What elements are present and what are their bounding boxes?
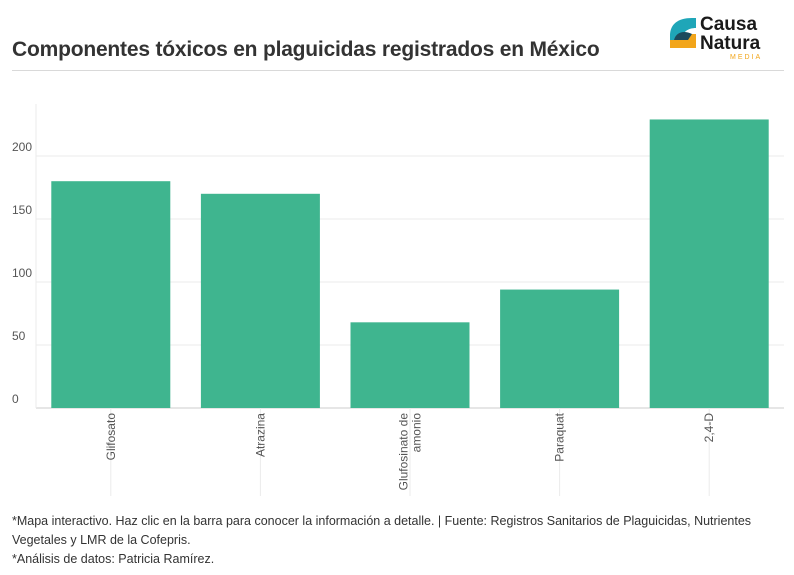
footnote-analysis: *Análisis de datos: Patricia Ramírez. — [12, 552, 215, 566]
y-tick-label: 0 — [12, 392, 19, 406]
x-tick-label: amonio — [410, 413, 424, 453]
x-tick-label: Glifosato — [104, 413, 118, 461]
bar[interactable] — [51, 181, 171, 408]
footnote-source: *Mapa interactivo. Haz clic en la barra … — [12, 514, 752, 547]
footnotes: *Mapa interactivo. Haz clic en la barra … — [12, 512, 787, 569]
x-tick-label: 2,4-D — [702, 413, 716, 443]
x-tick-label: Atrazina — [253, 413, 267, 457]
bar-chart: 0 50 100 150 200 Glifosato Atrazina Glufosinato… — [12, 104, 784, 496]
chart-title: Componentes tóxicos en plaguicidas regis… — [12, 38, 600, 61]
bar[interactable] — [350, 322, 470, 408]
y-tick-label: 200 — [12, 140, 32, 154]
bar[interactable] — [200, 193, 320, 408]
logo-wordmark-causa: Causa — [700, 14, 758, 35]
logo-wordmark-natura: Natura — [700, 33, 761, 54]
title-divider — [12, 70, 784, 71]
y-tick-label: 50 — [12, 329, 26, 343]
bar[interactable] — [649, 119, 769, 409]
causa-natura-logo[interactable]: Causa Natura MEDIA — [668, 14, 784, 62]
x-tick-label: Glufosinato de — [397, 413, 411, 491]
y-tick-label: 150 — [12, 203, 32, 217]
y-tick-label: 100 — [12, 266, 32, 280]
bar[interactable] — [500, 289, 620, 408]
logo-subline: MEDIA — [730, 54, 763, 61]
x-tick-label: Paraquat — [553, 412, 567, 461]
logo-mark-icon — [670, 18, 696, 48]
